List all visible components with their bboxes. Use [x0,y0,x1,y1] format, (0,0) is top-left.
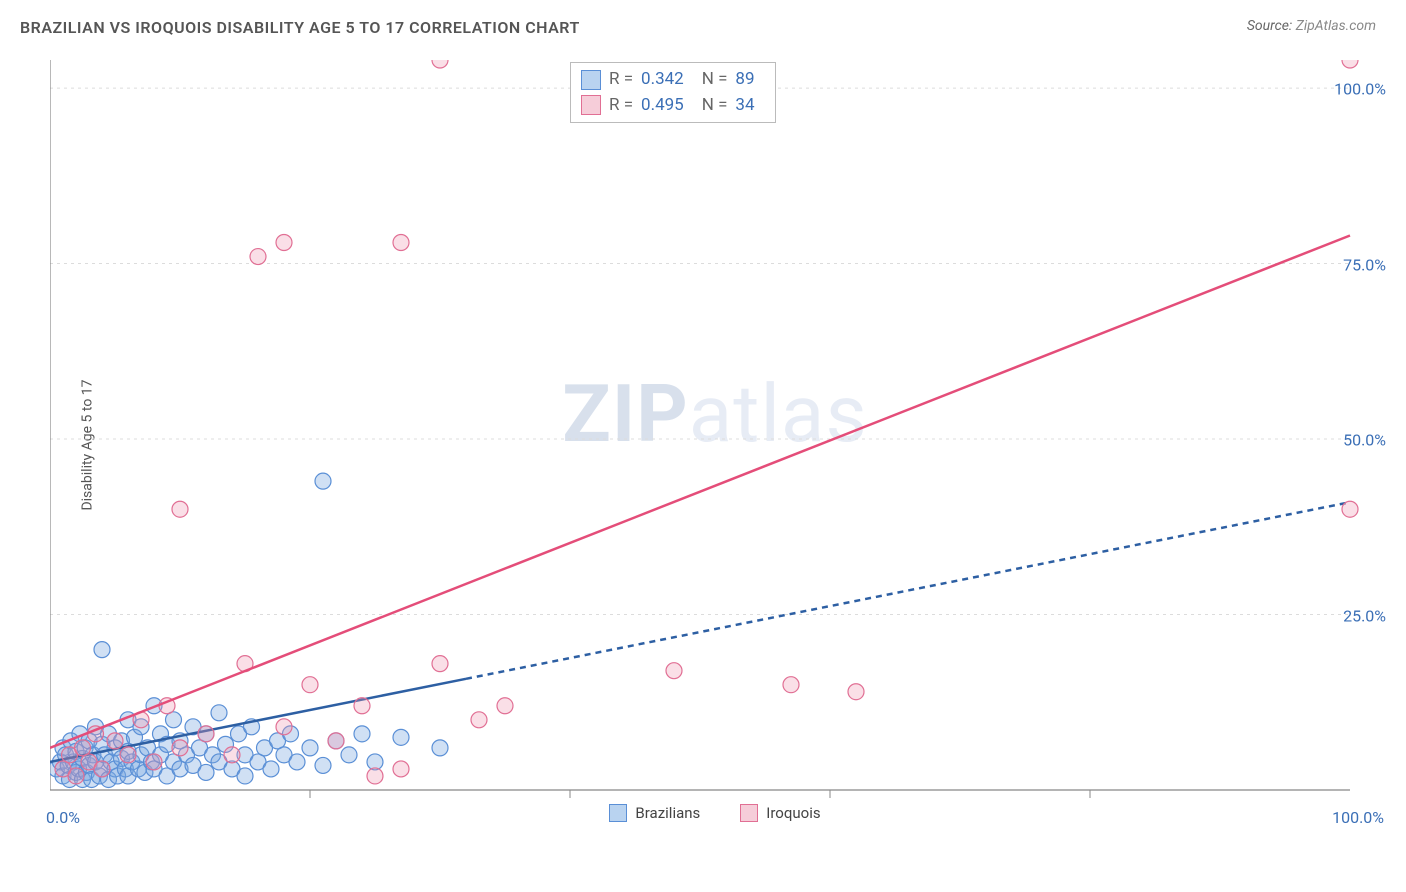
scatter-plot-svg [50,60,1380,830]
legend-item-iroquois: Iroquois [740,804,820,822]
legend-swatch-iroquois [740,804,758,822]
stats-n-label: N = [702,93,728,119]
stats-r-label: R = [609,67,633,93]
stats-r-value-brazilians: 0.342 [641,67,684,93]
stats-swatch-iroquois [581,95,601,115]
stats-n-value-brazilians: 89 [735,67,754,93]
legend-label-brazilians: Brazilians [635,804,700,822]
ytick-75: 75.0% [1343,256,1386,275]
stats-row-iroquois: R = 0.495 N = 34 [581,93,765,119]
stats-swatch-brazilians [581,70,601,90]
legend-swatch-brazilians [609,804,627,822]
ytick-25: 25.0% [1343,607,1386,626]
stats-n-value-iroquois: 34 [735,93,754,119]
stats-legend-box: R = 0.342 N = 89 R = 0.495 N = 34 [570,62,776,123]
xtick-100: 100.0% [1332,808,1384,827]
legend-label-iroquois: Iroquois [766,804,820,822]
stats-row-brazilians: R = 0.342 N = 89 [581,67,765,93]
ytick-100: 100.0% [1334,80,1386,99]
stats-n-label: N = [702,67,728,93]
stats-r-label: R = [609,93,633,119]
plot-area: Disability Age 5 to 17 ZIPatlas R =0.342… [50,60,1380,830]
source-attribution: Source: ZipAtlas.com [1247,18,1376,34]
legend-item-brazilians: Brazilians [609,804,700,822]
chart-title: BRAZILIAN VS IROQUOIS DISABILITY AGE 5 T… [20,18,580,37]
source-value: ZipAtlas.com [1296,18,1376,34]
series-legend: Brazilians Iroquois [50,804,1380,822]
stats-r-value-iroquois: 0.495 [641,93,684,119]
xtick-0: 0.0% [46,808,80,827]
source-label: Source: [1247,18,1292,34]
ytick-50: 50.0% [1343,431,1386,450]
